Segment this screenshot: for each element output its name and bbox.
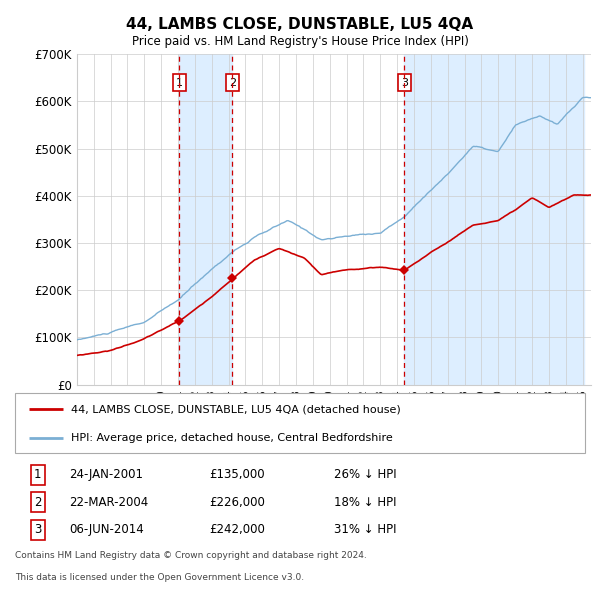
- Text: 26% ↓ HPI: 26% ↓ HPI: [334, 468, 397, 481]
- Text: 18% ↓ HPI: 18% ↓ HPI: [334, 496, 397, 509]
- Text: 06-JUN-2014: 06-JUN-2014: [69, 523, 144, 536]
- Text: 24-JAN-2001: 24-JAN-2001: [69, 468, 143, 481]
- FancyBboxPatch shape: [15, 393, 585, 453]
- Text: £226,000: £226,000: [209, 496, 265, 509]
- Text: This data is licensed under the Open Government Licence v3.0.: This data is licensed under the Open Gov…: [15, 573, 304, 582]
- Bar: [179, 54, 232, 385]
- Text: 44, LAMBS CLOSE, DUNSTABLE, LU5 4QA (detached house): 44, LAMBS CLOSE, DUNSTABLE, LU5 4QA (det…: [71, 404, 401, 414]
- Text: 3: 3: [401, 78, 408, 87]
- Text: HPI: Average price, detached house, Central Bedfordshire: HPI: Average price, detached house, Cent…: [71, 433, 392, 443]
- Text: £135,000: £135,000: [209, 468, 265, 481]
- Bar: [404, 54, 584, 385]
- Text: 2: 2: [229, 78, 236, 87]
- Text: 1: 1: [34, 468, 41, 481]
- Text: 3: 3: [34, 523, 41, 536]
- Text: 22-MAR-2004: 22-MAR-2004: [69, 496, 148, 509]
- Text: £242,000: £242,000: [209, 523, 265, 536]
- Text: 31% ↓ HPI: 31% ↓ HPI: [334, 523, 397, 536]
- Text: 44, LAMBS CLOSE, DUNSTABLE, LU5 4QA: 44, LAMBS CLOSE, DUNSTABLE, LU5 4QA: [127, 17, 473, 31]
- Text: 2: 2: [34, 496, 41, 509]
- Text: Price paid vs. HM Land Registry's House Price Index (HPI): Price paid vs. HM Land Registry's House …: [131, 35, 469, 48]
- Text: 1: 1: [176, 78, 182, 87]
- Text: Contains HM Land Registry data © Crown copyright and database right 2024.: Contains HM Land Registry data © Crown c…: [15, 551, 367, 560]
